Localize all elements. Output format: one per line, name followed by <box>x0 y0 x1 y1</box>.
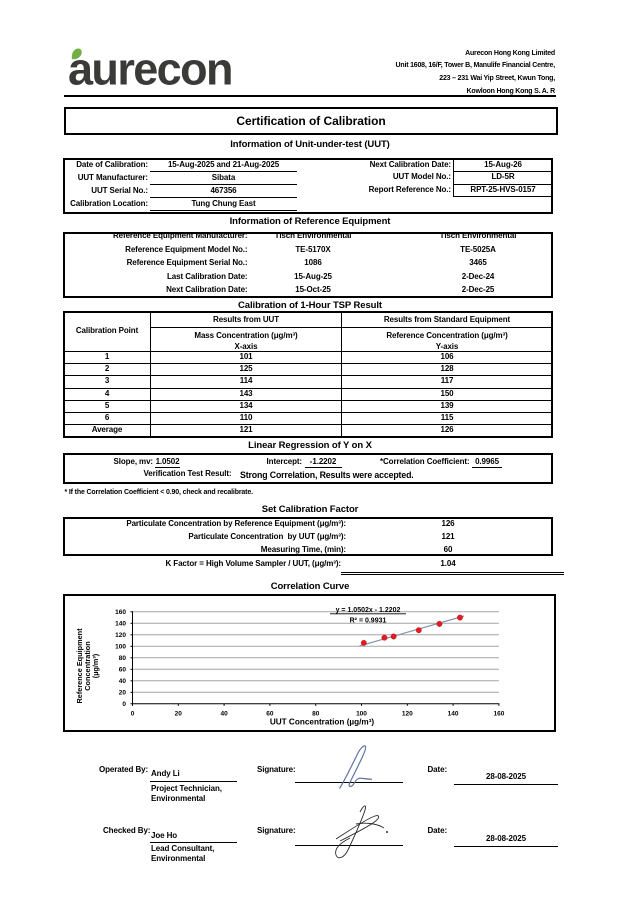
svg-text:120: 120 <box>402 711 413 718</box>
svg-text:100: 100 <box>115 644 126 651</box>
svg-text:20: 20 <box>175 711 183 718</box>
svg-text:aurecon: aurecon <box>68 44 232 94</box>
svg-text:100: 100 <box>356 711 367 718</box>
svg-text:UUT Concentration (µg/m³): UUT Concentration (µg/m³) <box>270 718 375 727</box>
svg-text:0: 0 <box>131 711 135 718</box>
svg-text:Reference Equipment: Reference Equipment <box>75 628 84 704</box>
svg-text:Concentration: Concentration <box>83 641 92 690</box>
svg-text:60: 60 <box>266 711 274 718</box>
svg-text:60: 60 <box>119 667 127 674</box>
svg-text:(µg/m³): (µg/m³) <box>91 653 100 678</box>
svg-text:y = 1.0502x - 1.2202: y = 1.0502x - 1.2202 <box>336 607 401 614</box>
svg-text:0: 0 <box>122 701 126 708</box>
svg-text:20: 20 <box>119 690 127 697</box>
svg-text:140: 140 <box>115 621 126 628</box>
svg-text:140: 140 <box>448 711 459 718</box>
svg-text:R² = 0.9931: R² = 0.9931 <box>350 618 387 625</box>
svg-text:40: 40 <box>119 678 127 685</box>
svg-text:80: 80 <box>119 655 127 662</box>
svg-text:160: 160 <box>115 609 126 616</box>
svg-text:160: 160 <box>493 711 504 718</box>
svg-text:40: 40 <box>220 711 228 718</box>
svg-text:80: 80 <box>312 711 320 718</box>
svg-text:120: 120 <box>115 632 126 639</box>
